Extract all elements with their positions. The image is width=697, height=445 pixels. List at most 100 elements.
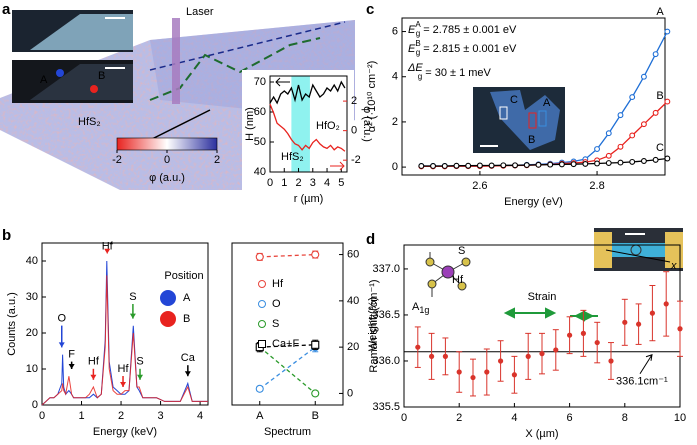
data-point xyxy=(617,112,624,119)
data-point xyxy=(500,162,507,169)
point-label: A xyxy=(40,74,48,86)
data-point xyxy=(649,310,656,316)
data-point xyxy=(311,250,320,259)
data-point xyxy=(558,161,565,168)
legend-label: Ca+F xyxy=(272,338,299,350)
data-point xyxy=(553,347,559,353)
y-tick-label: 60 xyxy=(254,106,266,118)
x-tick-label: 8 xyxy=(622,412,628,424)
series-line xyxy=(421,157,668,167)
peak-label: S xyxy=(129,291,136,303)
y-tick-label: 40 xyxy=(26,255,38,267)
data-point xyxy=(429,353,435,359)
plot-frame xyxy=(401,17,666,176)
y-tick-label: 20 xyxy=(347,341,359,353)
y2-tick-label: 0 xyxy=(351,125,357,137)
data-point xyxy=(640,158,647,164)
micrograph-c xyxy=(473,87,565,153)
equation-part: E xyxy=(408,43,416,55)
data-point xyxy=(255,252,264,261)
data-point xyxy=(511,372,517,378)
data-point xyxy=(453,162,460,169)
legend-label: B xyxy=(183,313,190,325)
data-point xyxy=(418,163,425,169)
y2-tick-label: -2 xyxy=(351,154,361,166)
legend-marker xyxy=(258,280,266,288)
laser-beam xyxy=(172,18,180,104)
legend-label: A xyxy=(183,292,191,304)
data-point xyxy=(594,146,601,152)
series-label: A xyxy=(656,6,664,18)
y-tick-label: 10 xyxy=(26,363,38,375)
inset-axis-label: x xyxy=(670,260,677,272)
y-tick-label: 20 xyxy=(26,327,38,339)
equation-part: ΔE xyxy=(407,62,423,74)
peak-label: Ca xyxy=(181,352,196,364)
strain-arrows xyxy=(503,307,598,322)
peak-arrowhead xyxy=(184,371,191,377)
data-point xyxy=(617,159,624,166)
highlight-band xyxy=(291,76,310,172)
equation-part: = 2.815 ± 0.001 eV xyxy=(420,43,517,55)
y-tick-label: 2 xyxy=(392,116,398,128)
data-point xyxy=(415,344,421,350)
peak-arrowhead xyxy=(104,248,111,254)
equation: ΔE g = 30 ± 1 meV xyxy=(407,62,492,81)
series-line xyxy=(259,346,316,390)
data-point xyxy=(311,340,320,349)
data-point xyxy=(652,109,659,116)
equation: EA g = 2.785 ± 0.001 eV xyxy=(408,20,517,38)
x-tick-label: 2 xyxy=(118,410,124,422)
legend-marker xyxy=(160,311,176,327)
equation-part: B xyxy=(415,39,420,48)
y-tick-label: 70 xyxy=(254,76,266,88)
colorbar xyxy=(116,137,218,151)
data-point xyxy=(605,130,612,137)
y-tick-label: 4 xyxy=(392,71,398,83)
data-point xyxy=(640,73,647,80)
x-axis-label: Energy (eV) xyxy=(504,196,563,208)
y-tick-label: 337.0 xyxy=(372,263,400,275)
y-tick-label: 336.0 xyxy=(372,355,400,367)
x-axis-label: Spectrum xyxy=(264,426,311,438)
panel-label: d xyxy=(366,231,375,248)
y-tick-label: 0 xyxy=(392,161,398,173)
mode-part: A xyxy=(412,301,420,313)
panel-label: b xyxy=(2,227,11,244)
legend-title: Position xyxy=(164,270,203,282)
inset-label: C xyxy=(510,94,518,106)
data-point xyxy=(636,321,642,327)
data-point xyxy=(484,369,490,375)
panel-label: c xyxy=(366,1,374,18)
mode-part: 1g xyxy=(419,305,429,315)
y-tick-label: 0 xyxy=(347,387,353,399)
x-axis-label: Energy (keV) xyxy=(93,426,157,438)
data-point xyxy=(488,162,495,169)
colorbar-tick-label: -2 xyxy=(112,154,122,166)
x-tick-label: 2.8 xyxy=(589,180,604,192)
x-axis-label: r (µm) xyxy=(294,193,324,205)
series-line xyxy=(259,344,316,348)
data-point xyxy=(629,94,636,101)
panel-label: a xyxy=(2,1,11,18)
x-tick-label: 2 xyxy=(456,412,462,424)
data-point xyxy=(525,353,531,359)
mode-label: A1g xyxy=(412,301,429,315)
data-point xyxy=(664,98,671,105)
x-tick-label: 2.6 xyxy=(472,180,487,192)
peak-label: S xyxy=(136,356,143,368)
x-tick-label: 6 xyxy=(567,412,573,424)
data-point xyxy=(608,358,614,364)
data-point xyxy=(535,161,542,168)
data-point xyxy=(311,389,320,398)
atom-label: Hf xyxy=(452,274,464,286)
data-point xyxy=(605,160,612,166)
y-tick-label: 30 xyxy=(26,291,38,303)
y2-tick-label: 2 xyxy=(351,95,357,107)
colorbar-label: φ (a.u.) xyxy=(149,172,185,184)
series-label: C xyxy=(656,142,664,154)
y-axis-label: Weight (%) xyxy=(367,297,379,351)
data-point xyxy=(430,163,436,169)
material-label: HfS₂ xyxy=(78,116,101,128)
peak-label: Hf xyxy=(118,363,130,375)
